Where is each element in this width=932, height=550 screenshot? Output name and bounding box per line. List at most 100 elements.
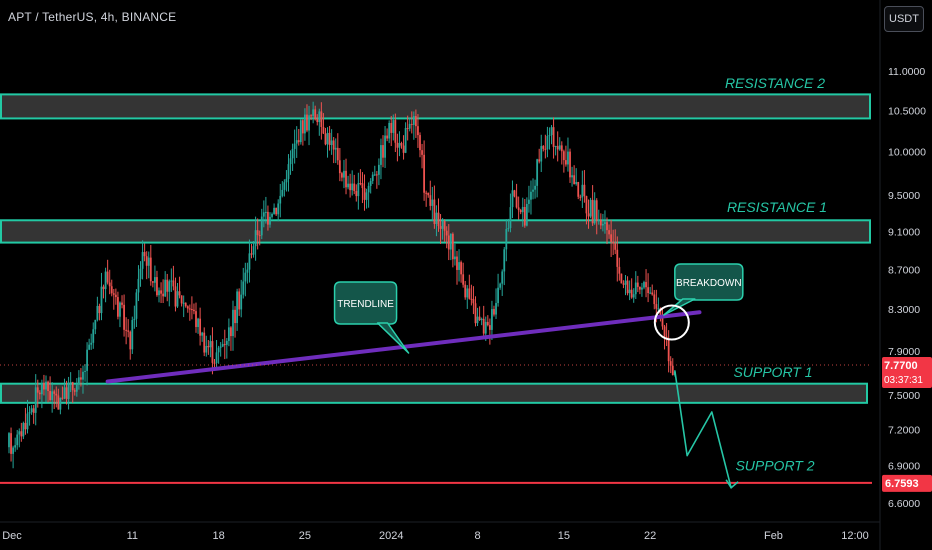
candle-body bbox=[503, 249, 506, 272]
candle-body bbox=[468, 288, 471, 299]
candle-body bbox=[117, 297, 119, 317]
candle-body bbox=[112, 293, 115, 295]
candle bbox=[190, 296, 193, 320]
candle-body bbox=[501, 271, 504, 284]
candle bbox=[369, 178, 372, 194]
candle-body bbox=[398, 143, 401, 148]
candle bbox=[328, 125, 331, 151]
candle-body bbox=[583, 184, 586, 197]
candle bbox=[554, 145, 557, 156]
candle-body bbox=[355, 190, 358, 197]
candle bbox=[82, 365, 84, 394]
candle bbox=[88, 338, 91, 351]
candle bbox=[133, 305, 136, 329]
candle-body bbox=[137, 278, 140, 293]
currency-button[interactable]: USDT bbox=[884, 6, 924, 32]
candle-body bbox=[26, 413, 29, 430]
y-tick-label: 7.2000 bbox=[888, 424, 920, 436]
candle bbox=[287, 154, 290, 192]
candle-body bbox=[61, 397, 64, 399]
candle bbox=[168, 279, 171, 307]
candle-body bbox=[443, 221, 446, 231]
candle bbox=[451, 232, 454, 268]
candle-body bbox=[626, 280, 629, 294]
candle bbox=[667, 330, 670, 373]
candle-body bbox=[628, 289, 631, 294]
candle-body bbox=[334, 147, 337, 150]
candle-body bbox=[96, 305, 99, 320]
candle-body bbox=[408, 123, 411, 129]
candle bbox=[217, 345, 220, 364]
candle-body bbox=[47, 381, 49, 392]
candle-body bbox=[291, 148, 294, 159]
candle-body bbox=[156, 277, 158, 296]
candle-body bbox=[365, 192, 368, 200]
candle-body bbox=[34, 387, 37, 413]
candle bbox=[632, 288, 635, 303]
candle-body bbox=[8, 433, 10, 448]
candle-body bbox=[606, 222, 608, 231]
candle-body bbox=[38, 392, 41, 395]
candle bbox=[205, 335, 208, 357]
candle-body bbox=[139, 268, 142, 279]
callout-breakdown: BREAKDOWN bbox=[663, 263, 744, 316]
candle-body bbox=[369, 180, 372, 186]
candle bbox=[493, 305, 495, 317]
candle-body bbox=[40, 383, 43, 395]
candle bbox=[137, 265, 140, 302]
candle bbox=[10, 427, 12, 462]
candle-body bbox=[203, 332, 206, 353]
candle bbox=[162, 279, 165, 304]
candle-body bbox=[388, 122, 391, 139]
candle bbox=[375, 171, 378, 189]
candle-body bbox=[536, 159, 539, 186]
candle bbox=[626, 276, 629, 296]
badge-bg bbox=[882, 356, 932, 388]
candle-body bbox=[57, 395, 60, 410]
candle-body bbox=[182, 302, 185, 304]
y-tick-label: 9.5000 bbox=[888, 190, 920, 202]
candle-body bbox=[223, 344, 226, 346]
candle bbox=[616, 236, 619, 282]
candle-body bbox=[110, 286, 113, 294]
candle bbox=[143, 243, 146, 262]
candle bbox=[234, 306, 236, 338]
candle bbox=[129, 330, 132, 360]
candle bbox=[567, 137, 569, 172]
candle bbox=[661, 308, 664, 330]
candle-body bbox=[30, 408, 33, 413]
candle bbox=[511, 180, 514, 219]
candle-body bbox=[515, 196, 518, 208]
candle bbox=[470, 284, 473, 306]
candle bbox=[431, 186, 434, 222]
candle-body bbox=[215, 352, 218, 363]
candle bbox=[353, 174, 356, 195]
zone-label: RESISTANCE 2 bbox=[725, 75, 825, 91]
candle bbox=[587, 199, 590, 229]
candle bbox=[573, 165, 576, 185]
candle-body bbox=[345, 170, 347, 188]
candle-body bbox=[579, 196, 582, 198]
candle-body bbox=[123, 304, 125, 330]
candle bbox=[634, 271, 637, 300]
candle bbox=[591, 185, 594, 226]
candle bbox=[125, 317, 128, 345]
candle-body bbox=[577, 181, 580, 197]
candle-body bbox=[458, 262, 460, 270]
candle bbox=[252, 241, 255, 258]
candle-body bbox=[634, 282, 637, 295]
candle bbox=[73, 388, 76, 396]
candle-body bbox=[657, 308, 660, 310]
candle-body bbox=[73, 390, 76, 392]
candle-body bbox=[612, 241, 615, 244]
callout-box bbox=[674, 263, 744, 301]
candle-body bbox=[439, 226, 442, 229]
y-tick-label: 10.5000 bbox=[888, 105, 926, 117]
candle-body bbox=[293, 143, 296, 149]
candle bbox=[38, 390, 41, 400]
candle-body bbox=[281, 189, 284, 196]
candle-body bbox=[24, 422, 27, 430]
candle-body bbox=[402, 145, 405, 153]
candle bbox=[528, 185, 530, 213]
